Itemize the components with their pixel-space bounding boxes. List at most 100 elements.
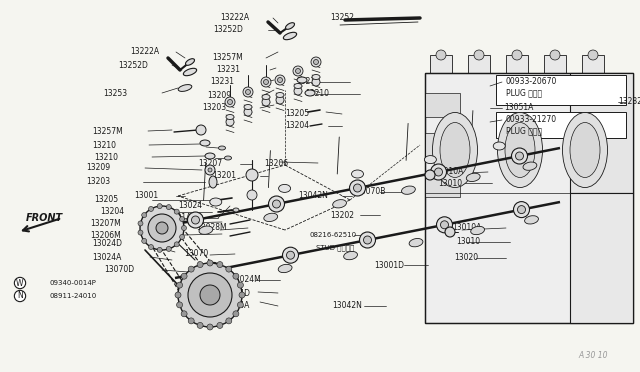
Circle shape: [518, 206, 525, 214]
Ellipse shape: [210, 198, 221, 206]
Circle shape: [275, 75, 285, 85]
Circle shape: [436, 217, 452, 233]
Text: 13207: 13207: [198, 160, 222, 169]
Text: 13001D: 13001D: [374, 260, 404, 269]
Circle shape: [148, 214, 176, 242]
Circle shape: [360, 232, 376, 248]
Circle shape: [262, 98, 270, 106]
Circle shape: [197, 262, 203, 267]
Text: 13020: 13020: [454, 253, 478, 263]
Circle shape: [243, 87, 253, 97]
Circle shape: [261, 77, 271, 87]
Text: 00933-21270: 00933-21270: [506, 115, 557, 125]
Bar: [425, 173, 460, 197]
Ellipse shape: [285, 23, 294, 29]
Text: 13210: 13210: [92, 141, 116, 150]
Ellipse shape: [297, 77, 307, 83]
Circle shape: [205, 165, 215, 175]
Circle shape: [282, 247, 298, 263]
Circle shape: [296, 68, 301, 74]
Text: 13257M: 13257M: [212, 54, 243, 62]
Text: 13070: 13070: [184, 250, 208, 259]
Text: 13204: 13204: [285, 122, 309, 131]
Circle shape: [364, 236, 371, 244]
Text: 13201: 13201: [212, 171, 236, 180]
Ellipse shape: [264, 213, 278, 221]
Circle shape: [445, 227, 455, 237]
Circle shape: [207, 260, 213, 266]
Ellipse shape: [284, 32, 297, 40]
Ellipse shape: [305, 90, 315, 96]
Circle shape: [225, 97, 235, 107]
Circle shape: [515, 152, 524, 160]
Ellipse shape: [216, 276, 230, 285]
Ellipse shape: [209, 176, 217, 188]
Circle shape: [278, 77, 282, 83]
Circle shape: [425, 170, 435, 180]
Ellipse shape: [493, 142, 505, 150]
Bar: [544, 55, 566, 73]
Text: A 30 10: A 30 10: [579, 351, 608, 360]
Circle shape: [141, 238, 147, 243]
Text: 13205: 13205: [94, 196, 118, 205]
Circle shape: [175, 292, 181, 298]
Circle shape: [273, 200, 280, 208]
Circle shape: [512, 50, 522, 60]
Circle shape: [269, 196, 285, 212]
Circle shape: [244, 108, 252, 116]
Ellipse shape: [563, 112, 607, 187]
Ellipse shape: [294, 83, 302, 89]
Text: 13024M: 13024M: [230, 276, 260, 285]
Text: 13203: 13203: [202, 103, 226, 112]
Circle shape: [148, 206, 154, 211]
Ellipse shape: [424, 155, 436, 164]
Circle shape: [431, 164, 447, 180]
Text: 13042N: 13042N: [298, 192, 328, 201]
Circle shape: [166, 205, 172, 209]
Text: 13024A: 13024A: [92, 253, 122, 262]
Circle shape: [226, 118, 234, 126]
Ellipse shape: [440, 122, 470, 177]
Circle shape: [208, 168, 212, 172]
Text: 13010: 13010: [456, 237, 480, 247]
Circle shape: [226, 318, 232, 324]
Circle shape: [293, 66, 303, 76]
Ellipse shape: [178, 84, 192, 92]
Circle shape: [174, 242, 179, 247]
Text: 13070B: 13070B: [356, 187, 385, 196]
Text: 13252D: 13252D: [118, 61, 148, 70]
Ellipse shape: [276, 93, 284, 97]
Ellipse shape: [200, 140, 210, 146]
Circle shape: [237, 302, 243, 308]
Ellipse shape: [523, 162, 537, 170]
Circle shape: [157, 247, 162, 252]
Ellipse shape: [278, 185, 291, 192]
Text: 13010A: 13010A: [452, 224, 481, 232]
Circle shape: [217, 262, 223, 267]
Ellipse shape: [409, 238, 423, 247]
Circle shape: [440, 221, 449, 229]
Ellipse shape: [226, 115, 234, 119]
Text: 13028M: 13028M: [196, 224, 227, 232]
Text: 13010A: 13010A: [434, 167, 463, 176]
Circle shape: [200, 285, 220, 305]
Text: 08216-62510: 08216-62510: [310, 232, 357, 238]
Bar: [506, 55, 528, 73]
Circle shape: [138, 230, 143, 235]
Circle shape: [247, 190, 257, 200]
Circle shape: [353, 184, 362, 192]
Circle shape: [180, 217, 184, 222]
Text: PLUG プラグ: PLUG プラグ: [506, 126, 542, 135]
Circle shape: [436, 50, 446, 60]
Bar: [496, 112, 626, 138]
Circle shape: [157, 203, 162, 209]
Text: 13204: 13204: [100, 208, 124, 217]
Circle shape: [246, 90, 250, 94]
Ellipse shape: [278, 264, 292, 273]
Text: FRONT: FRONT: [26, 213, 63, 223]
Circle shape: [180, 234, 184, 240]
Text: 13202: 13202: [330, 211, 354, 219]
Ellipse shape: [244, 105, 252, 109]
Circle shape: [209, 266, 218, 275]
Text: 13222A: 13222A: [130, 48, 159, 57]
